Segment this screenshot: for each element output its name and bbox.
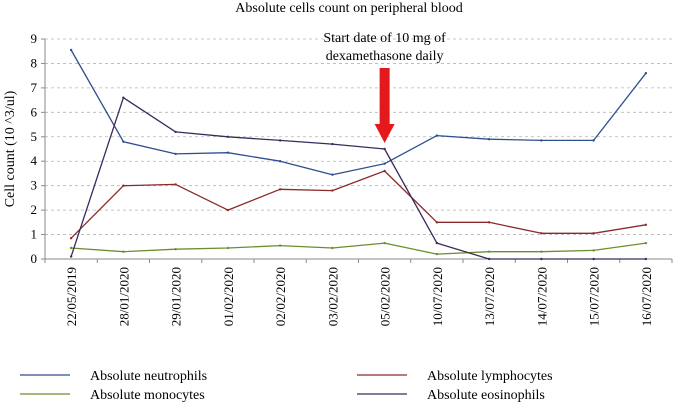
x-tick-label: 05/02/2020: [378, 267, 393, 326]
series-absolute-monocytes: [69, 241, 648, 256]
data-point: [383, 241, 386, 245]
data-point: [226, 135, 230, 138]
data-point: [644, 241, 648, 245]
data-point: [122, 96, 125, 99]
data-point: [174, 248, 177, 251]
y-tick-label: 2: [31, 202, 38, 217]
series-line: [70, 170, 647, 239]
series-absolute-eosinophils: [69, 96, 648, 261]
data-point: [174, 152, 177, 156]
x-tick-label: 10/07/2020: [430, 267, 445, 326]
x-tick-label: 13/07/2020: [482, 267, 497, 326]
x-tick-label: 03/02/2020: [325, 267, 340, 326]
legend-item: Absolute lymphocytes: [357, 369, 553, 384]
data-point: [487, 138, 491, 141]
chart-title: Absolute cells count on peripheral blood: [235, 1, 462, 16]
y-axis-title: Cell count (10 ^3/ul): [3, 90, 18, 207]
data-point: [69, 255, 73, 258]
legend-item: Absolute neutrophils: [20, 369, 207, 384]
data-point: [122, 250, 125, 253]
legend-item: Absolute eosinophils: [357, 388, 545, 403]
legend-label: Absolute eosinophils: [427, 388, 545, 403]
y-tick-label: 3: [31, 178, 38, 193]
data-point: [435, 241, 439, 245]
legend: Absolute neutrophils Absolute lymphocytes…: [20, 369, 553, 403]
data-point: [644, 223, 648, 226]
x-tick-label: 02/02/2020: [273, 267, 288, 326]
legend-label: Absolute monocytes: [90, 388, 205, 403]
data-point: [69, 48, 73, 52]
x-tick-label: 14/07/2020: [534, 267, 549, 326]
data-point: [383, 169, 386, 173]
legend-item: Absolute monocytes: [20, 388, 205, 403]
data-point: [592, 249, 595, 252]
series-line: [71, 242, 646, 255]
data-point: [278, 160, 282, 163]
data-point: [487, 250, 491, 253]
annotation-text-line-1: Start date of 10 mg of: [323, 31, 446, 46]
data-point: [540, 232, 543, 235]
series-line: [70, 97, 646, 260]
data-point: [278, 244, 282, 247]
data-point: [487, 221, 491, 224]
data-point: [174, 130, 177, 134]
data-point: [122, 140, 125, 143]
series-absolute-lymphocytes: [69, 169, 648, 240]
legend-label: Absolute neutrophils: [90, 369, 207, 384]
series-layer: [69, 48, 648, 261]
x-tick-label: 28/01/2020: [116, 267, 131, 326]
y-tick-label: 6: [31, 104, 38, 119]
data-point: [122, 184, 125, 187]
data-point: [435, 134, 439, 137]
data-point: [226, 151, 230, 154]
y-tick-label: 9: [31, 31, 38, 46]
data-point: [383, 147, 386, 151]
data-point: [226, 208, 230, 212]
series-line: [70, 49, 647, 176]
data-point: [383, 162, 386, 165]
data-point: [592, 139, 595, 142]
axes: [44, 39, 672, 260]
data-point: [69, 237, 73, 240]
data-point: [278, 139, 282, 142]
x-tick-label: 15/07/2020: [587, 267, 602, 326]
data-point: [174, 183, 177, 186]
data-point: [278, 188, 282, 191]
gridlines: [45, 38, 672, 235]
y-axis-ticks: 0 1 2 3 4 5 6 7 8 9: [31, 31, 45, 266]
annotation: Start date of 10 mg of dexamethasone dail…: [323, 31, 446, 143]
legend-label: Absolute lymphocytes: [427, 369, 553, 384]
data-point: [540, 250, 543, 253]
down-arrow-icon: [374, 68, 395, 143]
data-point: [226, 246, 230, 250]
x-tick-label: 01/02/2020: [221, 267, 236, 326]
data-point: [644, 72, 648, 75]
y-tick-label: 7: [31, 80, 38, 95]
data-point: [435, 221, 439, 224]
data-point: [487, 257, 491, 261]
series-absolute-neutrophils: [69, 48, 648, 176]
data-point: [540, 257, 543, 261]
data-point: [69, 246, 73, 250]
data-point: [435, 252, 439, 256]
x-axis-ticks: 22/05/2019 28/01/2020 29/01/2020 01/02/2020…: [44, 259, 673, 326]
data-point: [331, 173, 334, 176]
y-tick-label: 0: [31, 251, 38, 266]
y-tick-label: 8: [31, 55, 38, 70]
x-tick-label: 16/07/2020: [639, 267, 654, 326]
y-tick-label: 4: [31, 153, 38, 168]
x-tick-label: 29/01/2020: [169, 267, 184, 326]
data-point: [644, 257, 648, 261]
y-tick-label: 5: [31, 129, 38, 144]
y-tick-label: 1: [31, 227, 38, 242]
data-point: [331, 246, 334, 250]
data-point: [592, 232, 595, 235]
x-tick-label: 22/05/2019: [64, 267, 79, 326]
data-point: [331, 142, 334, 146]
annotation-text-line-2: dexamethasone daily: [326, 49, 444, 64]
data-point: [331, 189, 334, 192]
data-point: [540, 139, 543, 142]
data-point: [592, 257, 595, 261]
